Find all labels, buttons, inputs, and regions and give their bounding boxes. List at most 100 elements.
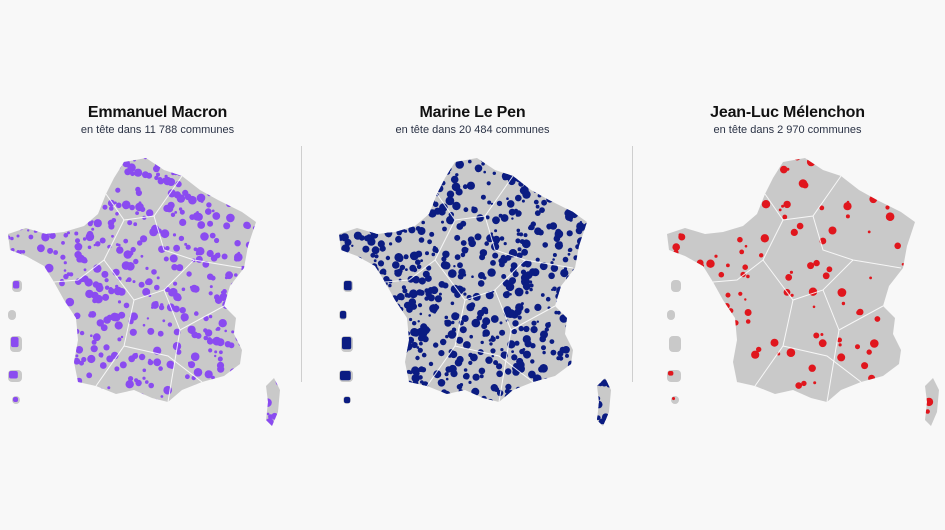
commune-mark xyxy=(376,166,381,172)
commune-mark xyxy=(162,165,168,171)
commune-mark xyxy=(283,221,290,228)
commune-mark xyxy=(251,236,257,242)
commune-mark xyxy=(529,268,537,276)
commune-mark xyxy=(17,196,25,204)
commune-mark xyxy=(496,370,503,378)
commune-mark xyxy=(501,164,506,169)
commune-mark xyxy=(191,331,199,339)
commune-mark xyxy=(610,342,611,347)
commune-mark xyxy=(530,359,535,364)
commune-mark xyxy=(196,211,199,214)
commune-mark xyxy=(133,222,138,227)
commune-mark xyxy=(400,408,407,415)
commune-mark xyxy=(381,327,387,332)
commune-mark xyxy=(179,307,186,314)
commune-mark xyxy=(941,338,945,344)
commune-mark xyxy=(908,396,915,404)
commune-mark xyxy=(207,192,212,197)
commune-mark xyxy=(580,371,589,380)
commune-mark xyxy=(428,209,437,218)
commune-mark xyxy=(117,337,122,342)
commune-mark xyxy=(594,244,600,249)
commune-mark xyxy=(407,336,415,344)
commune-mark xyxy=(173,244,181,252)
commune-mark xyxy=(43,379,46,383)
commune-mark xyxy=(164,174,168,178)
commune-mark xyxy=(12,184,15,188)
commune-mark xyxy=(53,290,60,297)
commune-mark xyxy=(492,216,500,225)
commune-mark xyxy=(605,263,611,270)
commune-mark xyxy=(601,200,606,205)
commune-mark xyxy=(515,194,522,202)
commune-mark xyxy=(445,377,449,381)
commune-mark xyxy=(534,227,542,235)
commune-mark xyxy=(908,250,917,259)
commune-mark xyxy=(369,375,374,380)
commune-mark xyxy=(547,161,552,165)
commune-mark xyxy=(412,275,420,284)
commune-mark xyxy=(415,391,423,399)
commune-mark xyxy=(374,414,382,422)
commune-mark xyxy=(189,395,197,403)
commune-mark xyxy=(557,350,564,357)
commune-mark xyxy=(678,200,685,207)
commune-mark xyxy=(433,310,437,314)
commune-mark xyxy=(521,248,528,256)
commune-mark xyxy=(11,190,16,195)
commune-mark xyxy=(450,370,458,378)
commune-mark xyxy=(925,409,930,414)
commune-mark xyxy=(344,255,351,262)
commune-mark xyxy=(485,215,490,220)
commune-mark xyxy=(353,163,358,168)
commune-mark xyxy=(271,283,275,287)
commune-mark xyxy=(352,326,358,331)
commune-mark xyxy=(213,194,217,198)
commune-mark xyxy=(603,233,610,239)
commune-mark xyxy=(281,405,286,410)
commune-mark xyxy=(271,190,280,200)
commune-mark xyxy=(554,241,563,250)
region-border xyxy=(762,259,854,301)
commune-mark xyxy=(347,411,355,418)
commune-mark xyxy=(377,260,385,267)
commune-mark xyxy=(54,405,59,411)
commune-mark xyxy=(591,172,595,176)
commune-mark xyxy=(600,161,610,170)
commune-mark xyxy=(174,396,183,404)
commune-mark xyxy=(358,259,367,268)
commune-mark xyxy=(81,356,87,363)
commune-mark xyxy=(472,409,478,416)
commune-mark xyxy=(758,403,764,410)
commune-mark xyxy=(417,327,424,334)
commune-mark xyxy=(430,419,435,424)
commune-mark xyxy=(135,186,141,193)
commune-mark xyxy=(234,240,241,247)
commune-mark xyxy=(886,162,893,168)
overseas-territory xyxy=(669,336,681,352)
commune-mark xyxy=(110,312,119,322)
commune-mark xyxy=(394,410,401,418)
commune-mark xyxy=(248,398,256,405)
commune-mark xyxy=(472,292,481,301)
commune-mark xyxy=(86,178,92,185)
commune-mark xyxy=(444,315,449,320)
commune-mark xyxy=(35,388,44,397)
commune-mark xyxy=(826,266,833,273)
commune-mark xyxy=(354,166,359,172)
commune-mark xyxy=(389,402,396,410)
commune-mark xyxy=(614,273,619,278)
candidate-subtitle: en tête dans 11 788 communes xyxy=(0,124,315,136)
commune-mark xyxy=(39,171,49,181)
commune-mark xyxy=(755,162,762,170)
commune-mark xyxy=(590,359,594,363)
commune-mark xyxy=(520,269,527,275)
commune-mark xyxy=(188,195,197,205)
commune-mark xyxy=(759,406,767,414)
commune-mark xyxy=(138,353,146,361)
commune-mark xyxy=(209,401,218,410)
commune-mark xyxy=(568,307,575,313)
commune-mark xyxy=(587,244,590,248)
commune-mark xyxy=(544,190,549,195)
commune-mark xyxy=(199,386,207,393)
